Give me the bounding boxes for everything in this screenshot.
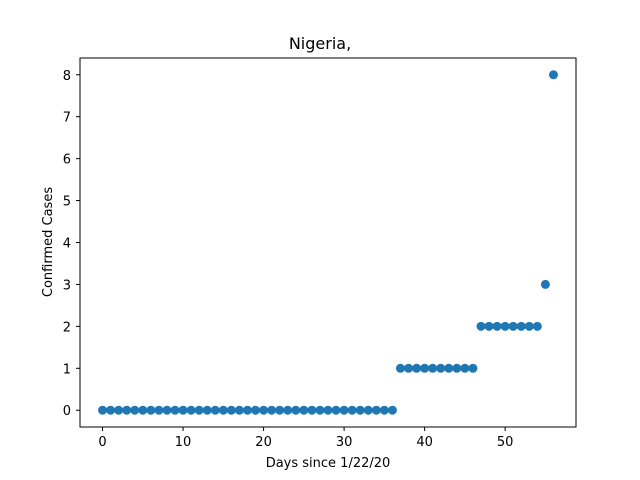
data-point [138,405,148,415]
data-point [339,405,349,415]
data-point [379,405,389,415]
y-tick-label: 8 [63,69,71,84]
y-axis-label: Confirmed Cases [41,187,56,297]
data-point [267,405,277,415]
data-point [452,363,462,373]
data-point [540,279,550,289]
data-point [347,405,357,415]
data-point [146,405,156,415]
y-tick-label: 7 [63,111,71,126]
x-axis-label: Days since 1/22/20 [266,456,391,471]
data-point [468,363,478,373]
data-point [363,405,373,415]
data-point [331,405,341,415]
data-point [315,405,325,415]
data-point [283,405,293,415]
data-point [202,405,212,415]
x-tick-label: 0 [98,435,106,450]
x-tick-label: 20 [255,435,272,450]
x-axis: 0 10 20 30 40 50 [98,427,513,450]
y-tick-label: 1 [63,362,71,377]
x-tick-label: 50 [497,435,514,450]
data-point [291,405,301,415]
data-point [178,405,188,415]
data-point [420,363,430,373]
data-point [548,70,558,80]
y-tick-label: 5 [63,195,71,210]
data-point [532,321,542,331]
data-point [524,321,534,331]
data-point [275,405,285,415]
data-point [299,405,309,415]
data-point [395,363,405,373]
data-point [242,405,252,415]
data-point [492,321,502,331]
data-point [371,405,381,415]
data-point [162,405,172,415]
y-tick-label: 2 [63,320,71,335]
data-point [508,321,518,331]
data-point [210,405,220,415]
data-point [516,321,526,331]
data-point [476,321,486,331]
data-point [323,405,333,415]
data-point [428,363,438,373]
data-point [355,405,365,415]
plot-area [98,70,558,415]
y-tick-label: 3 [63,278,71,293]
data-point [404,363,414,373]
data-point [500,321,510,331]
data-point [122,405,132,415]
data-point [484,321,494,331]
axes-frame [79,57,577,428]
data-point [186,405,196,415]
data-point [194,405,204,415]
y-axis: 0 1 2 3 4 5 6 7 8 [63,69,80,419]
data-point [436,363,446,373]
data-point [114,405,124,415]
data-point [130,405,140,415]
data-point [412,363,422,373]
data-point [387,405,397,415]
x-tick-label: 10 [175,435,192,450]
data-point [170,405,180,415]
y-tick-label: 4 [63,237,71,252]
y-tick-label: 0 [63,404,71,419]
data-point [98,405,108,415]
y-tick-label: 6 [63,153,71,168]
x-tick-label: 30 [336,435,353,450]
data-point [218,405,228,415]
chart-title: Nigeria, [289,34,351,53]
data-point [234,405,244,415]
data-point [460,363,470,373]
data-point [307,405,317,415]
data-point [251,405,261,415]
data-point [259,405,269,415]
data-point [106,405,116,415]
data-point [154,405,164,415]
data-point [226,405,236,415]
x-tick-label: 40 [416,435,433,450]
data-point [444,363,454,373]
